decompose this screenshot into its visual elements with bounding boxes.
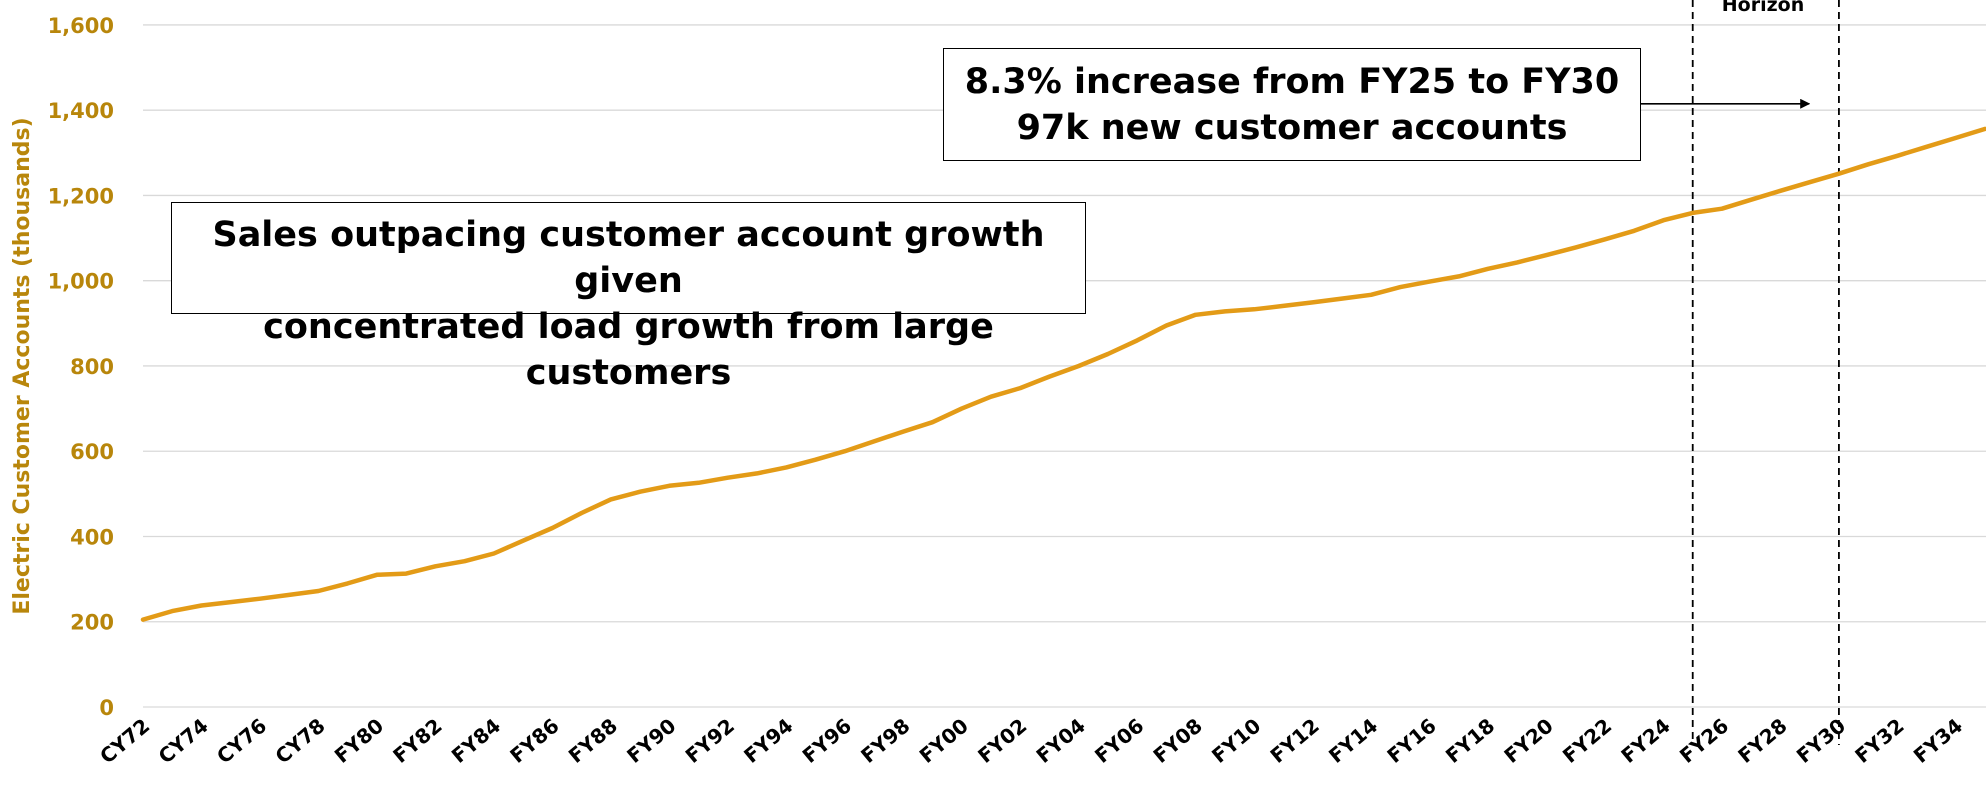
x-tick-label: FY30 bbox=[1792, 713, 1850, 767]
x-tick-label: FY10 bbox=[1207, 713, 1265, 767]
y-tick-label: 1,000 bbox=[48, 270, 114, 294]
sales-callout-line1: Sales outpacing customer account growth … bbox=[212, 215, 1045, 301]
increase-callout: 8.3% increase from FY25 to FY30 97k new … bbox=[943, 48, 1641, 161]
y-tick-label: 1,400 bbox=[48, 99, 114, 123]
x-tick-label: FY02 bbox=[973, 713, 1031, 767]
x-tick-label: FY14 bbox=[1324, 713, 1382, 767]
y-tick-label: 0 bbox=[99, 696, 114, 720]
y-tick-label: 600 bbox=[70, 440, 114, 464]
sales-callout: Sales outpacing customer account growth … bbox=[171, 202, 1086, 393]
x-tick-label: FY08 bbox=[1149, 713, 1207, 767]
x-tick-label: CY76 bbox=[212, 713, 271, 768]
x-tick-label: FY86 bbox=[505, 713, 563, 767]
x-tick-label: FY20 bbox=[1499, 713, 1557, 767]
x-tick-label: CY78 bbox=[271, 713, 330, 768]
y-axis-label: Electric Customer Accounts (thousands) bbox=[10, 117, 35, 614]
x-tick-label: FY98 bbox=[856, 713, 914, 767]
x-tick-label: FY22 bbox=[1558, 713, 1616, 767]
x-tick-label: CY72 bbox=[95, 713, 154, 768]
x-tick-label: FY92 bbox=[681, 713, 739, 767]
x-tick-label: FY12 bbox=[1266, 713, 1324, 767]
y-tick-label: 800 bbox=[70, 355, 114, 379]
x-tick-label: FY26 bbox=[1675, 713, 1733, 767]
increase-callout-line1: 8.3% increase from FY25 to FY30 bbox=[964, 62, 1620, 102]
x-tick-label: FY84 bbox=[447, 713, 505, 767]
x-tick-label: FY34 bbox=[1909, 713, 1967, 767]
x-tick-label: CY74 bbox=[154, 713, 213, 768]
x-tick-label: FY94 bbox=[739, 713, 797, 767]
x-tick-label: FY04 bbox=[1032, 713, 1090, 767]
x-tick-label: FY82 bbox=[388, 713, 446, 767]
x-tick-label: FY32 bbox=[1850, 713, 1908, 767]
y-tick-label: 1,600 bbox=[48, 14, 114, 38]
x-tick-label: FY88 bbox=[564, 713, 622, 767]
x-tick-label: FY28 bbox=[1733, 713, 1791, 767]
x-tick-label: FY80 bbox=[330, 713, 388, 767]
x-tick-label: FY18 bbox=[1441, 713, 1499, 767]
horizon-label: Horizon bbox=[1721, 0, 1805, 16]
x-tick-label: FY00 bbox=[915, 713, 973, 767]
x-tick-label: FY06 bbox=[1090, 713, 1148, 767]
x-tick-label: FY96 bbox=[798, 713, 856, 767]
x-tick-label: FY90 bbox=[622, 713, 680, 767]
x-tick-label: FY16 bbox=[1382, 713, 1440, 767]
series-line bbox=[140, 126, 1986, 622]
x-tick-label: FY24 bbox=[1616, 713, 1674, 767]
sales-callout-line2: concentrated load growth from large cust… bbox=[263, 307, 994, 393]
y-tick-label: 200 bbox=[70, 611, 114, 635]
y-tick-label: 400 bbox=[70, 525, 114, 549]
y-tick-label: 1,200 bbox=[48, 184, 114, 208]
increase-callout-line2: 97k new customer accounts bbox=[1016, 108, 1568, 148]
